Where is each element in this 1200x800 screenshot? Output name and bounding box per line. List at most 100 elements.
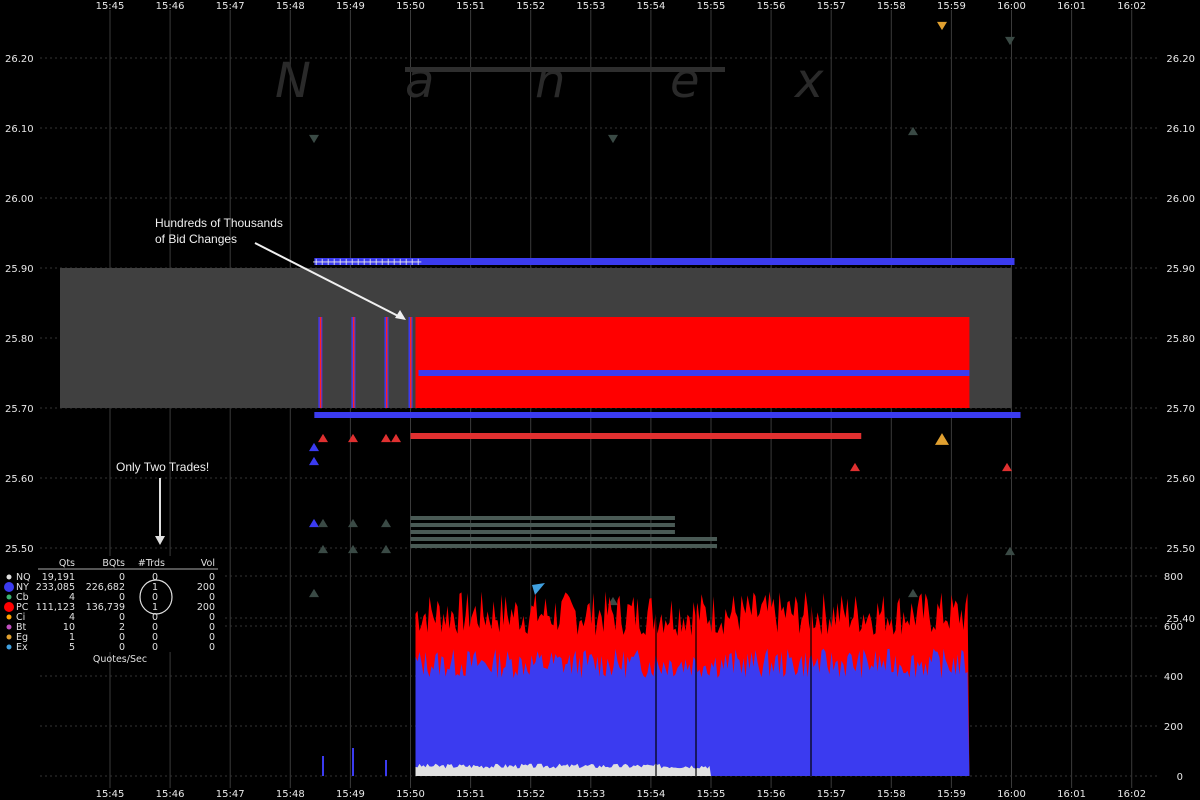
grey-marker — [309, 588, 319, 598]
ny-marker — [309, 442, 319, 452]
legend-exchange: Bt — [16, 622, 27, 633]
legend-bqts: 0 — [119, 612, 125, 623]
legend-vol: 200 — [197, 602, 215, 613]
y-tick-right: 25.90 — [1166, 264, 1195, 275]
vol-gap — [655, 576, 657, 776]
x-tick-top: 15:51 — [456, 1, 485, 12]
legend-trds: 0 — [152, 622, 158, 633]
x-tick-bottom: 15:48 — [276, 789, 305, 800]
legend-trds: 0 — [152, 572, 158, 583]
ny-cross: + — [312, 257, 320, 268]
legend-qts: 4 — [69, 592, 75, 603]
watermark-letter: n — [535, 53, 565, 109]
ny-cross: + — [366, 257, 374, 268]
legend-bqts: 0 — [119, 592, 125, 603]
legend-qts: 111,123 — [36, 602, 75, 613]
x-tick-bottom: 15:56 — [757, 789, 786, 800]
y-tick-left: 25.90 — [5, 264, 34, 275]
anno-arrow-head — [395, 310, 406, 320]
vol-gap — [695, 576, 697, 776]
grey-marker — [381, 544, 391, 554]
watermark-bar — [405, 67, 725, 72]
watermark-letter: e — [670, 53, 700, 109]
ny-cross: + — [342, 257, 350, 268]
legend-swatch — [6, 644, 12, 650]
x-tick-top: 15:53 — [576, 1, 605, 12]
ny-cross: + — [360, 257, 368, 268]
x-tick-bottom: 15:45 — [96, 789, 125, 800]
y-tick-left: 25.50 — [5, 544, 34, 555]
ny-cross: + — [354, 257, 362, 268]
ny-cross: + — [324, 257, 332, 268]
ny-bid-bottom — [314, 412, 1021, 418]
legend-vol: 0 — [209, 612, 215, 623]
y-tick-left: 25.80 — [5, 334, 34, 345]
grey-marker — [1005, 546, 1015, 556]
watermark-letter: N — [275, 53, 311, 109]
legend-exchange: PC — [16, 602, 29, 613]
legend-trds: 0 — [152, 632, 158, 643]
x-tick-top: 15:45 — [96, 1, 125, 12]
vol-gap — [810, 576, 812, 776]
y-tick-right: 25.40 — [1166, 614, 1195, 625]
vol-ylabel: Quotes/Sec — [93, 654, 147, 665]
pc-marker — [391, 433, 401, 443]
legend-qts: 10 — [63, 622, 75, 633]
y-tick-right: 26.00 — [1166, 194, 1195, 205]
legend-bqts: 226,682 — [86, 582, 125, 593]
pc-marker — [1002, 462, 1012, 472]
x-tick-top: 15:59 — [937, 1, 966, 12]
y-tick-left: 26.20 — [5, 54, 34, 65]
vol-spike — [385, 760, 387, 776]
y-tick-right: 26.10 — [1166, 124, 1195, 135]
x-tick-top: 15:54 — [636, 1, 665, 12]
pc-marker — [381, 433, 391, 443]
y-tick-left: 26.10 — [5, 124, 34, 135]
ny-cross: + — [318, 257, 326, 268]
x-tick-bottom: 15:55 — [697, 789, 726, 800]
x-tick-bottom: 15:58 — [877, 789, 906, 800]
pc-marker — [348, 433, 358, 443]
ny-quote-rate — [415, 648, 970, 776]
legend-bqts: 0 — [119, 572, 125, 583]
watermark-letter: a — [405, 53, 434, 109]
vol-spike — [352, 748, 354, 776]
legend-exchange: Cb — [16, 592, 29, 603]
legend-trds: 0 — [152, 592, 158, 603]
legend-bqts: 0 — [119, 642, 125, 653]
vol-spike — [322, 756, 324, 776]
vol-y-tick: 400 — [1164, 672, 1183, 683]
legend-vol: 200 — [197, 582, 215, 593]
grey-marker — [1005, 36, 1015, 46]
legend-qts: 4 — [69, 612, 75, 623]
x-tick-top: 16:00 — [997, 1, 1026, 12]
ny-bid-mid — [418, 370, 970, 376]
x-tick-bottom: 15:46 — [156, 789, 185, 800]
legend-exchange: Ex — [16, 642, 28, 653]
grey-marker — [908, 588, 918, 598]
y-tick-right: 25.80 — [1166, 334, 1195, 345]
ny-marker — [309, 456, 319, 466]
ny-cross: + — [330, 257, 338, 268]
pc-marker — [850, 462, 860, 472]
legend-vol: 0 — [209, 592, 215, 603]
grey-quote-stripe — [410, 537, 718, 541]
eg-marker — [937, 21, 947, 31]
eg-marker — [935, 433, 949, 445]
y-tick-left: 26.00 — [5, 194, 34, 205]
ny-cross: + — [390, 257, 398, 268]
legend-trds: 0 — [152, 642, 158, 653]
grey-quote-stripe — [410, 523, 675, 527]
legend-exchange: Eg — [16, 632, 28, 643]
legend-header: BQts — [102, 558, 125, 569]
grey-marker — [318, 518, 328, 528]
bid-spike-red — [352, 317, 355, 408]
ny-cross: + — [402, 257, 410, 268]
grey-marker — [608, 596, 618, 606]
legend-swatch — [4, 582, 14, 592]
y-tick-right: 25.70 — [1166, 404, 1195, 415]
legend-swatch — [6, 594, 12, 600]
x-tick-bottom: 16:02 — [1117, 789, 1146, 800]
ny-bid-top — [314, 258, 1015, 265]
vol-y-tick: 600 — [1164, 622, 1183, 633]
